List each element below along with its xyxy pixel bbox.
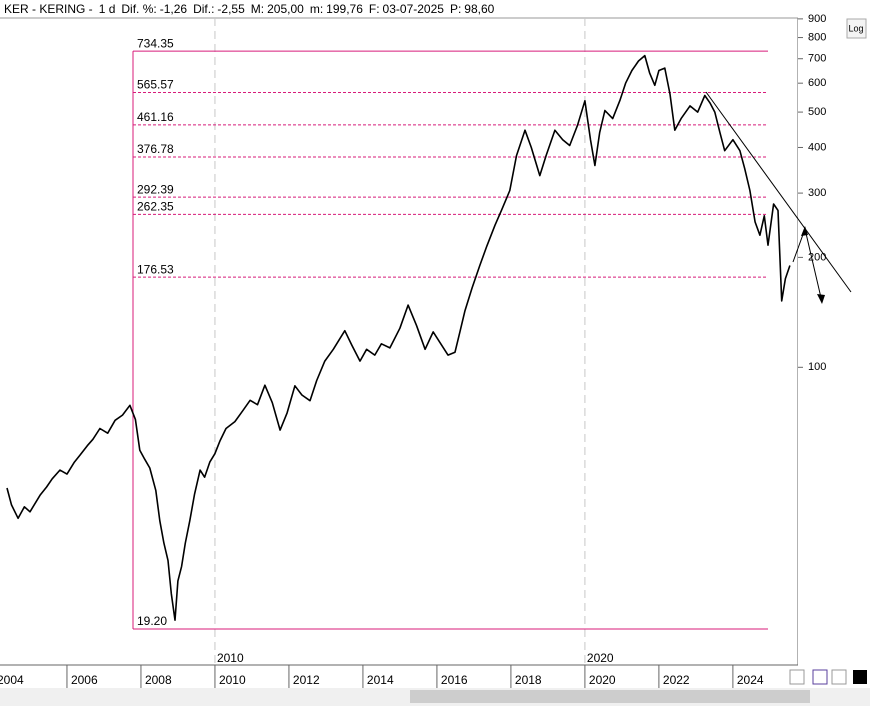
level-label: 176.53 — [137, 262, 174, 276]
axis-panel — [798, 0, 870, 706]
y-tick-label: 500 — [808, 106, 826, 118]
x-tick-label: 2006 — [71, 673, 98, 687]
level-label: 19.20 — [137, 614, 167, 628]
y-tick-label: 200 — [808, 251, 826, 263]
header-value: 199,76 — [326, 2, 363, 16]
x-tick-label: 2010 — [219, 673, 246, 687]
header-value: 205,00 — [267, 2, 304, 16]
y-tick-label: 800 — [808, 31, 826, 43]
log-button[interactable] — [846, 18, 867, 39]
save-button[interactable] — [812, 669, 828, 685]
header-value: -2,55 — [217, 2, 245, 16]
level-label: 734.35 — [137, 36, 174, 50]
header: KER - KERING - 1 d Dif. %: -1,26 Dif.: -2,5… — [4, 2, 495, 16]
header-label: P: — [450, 2, 461, 16]
header-value: 98,60 — [464, 2, 494, 16]
trend-line — [705, 91, 852, 293]
x-tick-label: 2018 — [515, 673, 542, 687]
y-tick-label: 400 — [808, 141, 826, 153]
header-label: m: — [310, 2, 323, 16]
x-tick-label: 2014 — [367, 673, 394, 687]
x-tick-label: 2004 — [0, 673, 24, 687]
price-line — [6, 54, 791, 621]
tool-button[interactable] — [789, 669, 805, 685]
arrow-head — [817, 294, 825, 304]
y-tick-label: 300 — [808, 187, 826, 199]
log-button-label[interactable]: Log — [848, 23, 863, 33]
major-x-label: 2010 — [217, 651, 244, 665]
scroll-thumb[interactable] — [410, 690, 810, 703]
level-label: 376.78 — [137, 142, 174, 156]
x-tick-label: 2020 — [589, 673, 616, 687]
header-label: F: — [369, 2, 380, 16]
major-x-label: 2020 — [587, 651, 614, 665]
y-tick-label: 600 — [808, 77, 826, 89]
color-button[interactable] — [853, 670, 867, 684]
x-tick-label: 2022 — [663, 673, 690, 687]
level-label: 262.35 — [137, 200, 174, 214]
header-label: M: — [251, 2, 264, 16]
x-tick-label: 2016 — [441, 673, 468, 687]
header-value: -1,26 — [160, 2, 188, 16]
plot: 2010 2020 734.35 565.57 461.16 376.78 292.39 26… — [6, 18, 791, 665]
header-label: Dif. %: — [121, 2, 156, 16]
y-tick-label: 900 — [808, 13, 826, 25]
x-tick-label: 2012 — [293, 673, 320, 687]
period: 1 d — [99, 2, 116, 16]
pin-button[interactable] — [831, 669, 847, 685]
y-tick-label: 100 — [808, 361, 826, 373]
x-tick-label: 2024 — [737, 673, 764, 687]
level-label: 461.16 — [137, 110, 174, 124]
level-label: 565.57 — [137, 78, 174, 92]
x-tick-label: 2008 — [145, 673, 172, 687]
arrow-head — [801, 226, 808, 236]
header-value: 03-07-2025 — [383, 2, 445, 16]
symbol: KER - KERING - — [4, 2, 93, 16]
header-label: Dif.: — [193, 2, 214, 16]
level-label: 292.39 — [137, 182, 174, 196]
y-tick-label: 700 — [808, 53, 826, 65]
